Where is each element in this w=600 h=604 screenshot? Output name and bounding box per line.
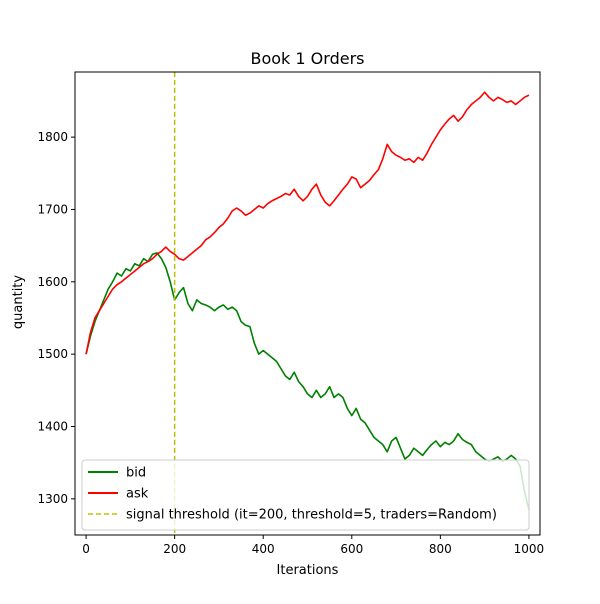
x-tick-label: 0 [82, 542, 90, 556]
plot-frame [74, 71, 541, 536]
legend-ask-label: ask [126, 487, 149, 502]
y-tick-label: 1400 [37, 419, 68, 433]
y-tick-label: 1800 [37, 130, 68, 144]
x-axis-label: Iterations [277, 563, 339, 578]
y-tick-label: 1700 [37, 202, 68, 216]
bid-series-line [85, 252, 530, 510]
x-tick-label: 1000 [514, 542, 545, 556]
chart-title: Book 1 Orders [251, 49, 365, 68]
legend-threshold-label: signal threshold (it=200, threshold=5, t… [126, 508, 497, 523]
series-layer [85, 72, 530, 535]
legend: bid ask signal threshold (it=200, thresh… [81, 459, 530, 531]
legend-bid-label: bid [126, 466, 146, 481]
y-tick-label: 1300 [37, 492, 68, 506]
y-tick-label: 1500 [37, 347, 68, 361]
x-tick-label: 800 [429, 542, 452, 556]
x-tick-label: 600 [340, 542, 363, 556]
ask-series-line [85, 91, 530, 355]
x-tick-label: 400 [252, 542, 275, 556]
x-tick-label: 200 [163, 542, 186, 556]
y-axis-label: quantity [11, 275, 26, 330]
axes-layer: 0 200 400 600 800 1000 1300 1400 1500 1600 1700 180… [37, 71, 545, 556]
legend-box [81, 459, 530, 531]
y-tick-label: 1600 [37, 275, 68, 289]
